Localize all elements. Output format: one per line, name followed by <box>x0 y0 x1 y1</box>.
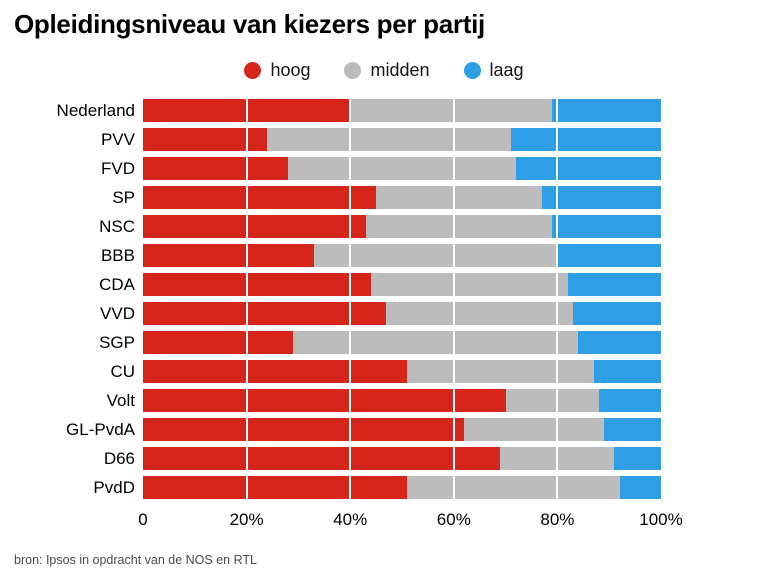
bar-segment-BBB-laag <box>557 244 661 267</box>
bar-segment-Nederland-midden <box>350 99 553 122</box>
legend-label-hoog: hoog <box>270 60 311 80</box>
category-label-Nederland: Nederland <box>56 100 135 120</box>
category-label-PvdD: PvdD <box>93 477 135 497</box>
bar-segment-Nederland-hoog <box>143 99 351 122</box>
bar-segment-PVV-midden <box>267 128 511 151</box>
bar-segment-VVD-midden <box>386 302 573 325</box>
category-label-D66: D66 <box>103 448 135 468</box>
category-label-VVD: VVD <box>100 303 135 323</box>
bar-segment-PvdD-hoog <box>143 476 408 499</box>
bar-segment-Nederland-laag <box>552 99 661 122</box>
category-label-SP: SP <box>112 187 135 207</box>
x-tick-80%: 80% <box>540 510 575 529</box>
category-label-CU: CU <box>110 361 135 381</box>
plot-area: 0 20% 40% 60% 80% 100% <box>138 96 683 529</box>
bar-segment-PvdD-laag <box>619 476 661 499</box>
bar-segment-FVD-hoog <box>143 157 289 180</box>
bar-segment-NSC-laag <box>552 215 661 238</box>
bar-CDA <box>143 270 661 299</box>
category-label-FVD: FVD <box>101 158 135 178</box>
bar-segment-D66-laag <box>614 447 661 470</box>
bar-segment-BBB-midden <box>313 244 558 267</box>
category-label-SGP: SGP <box>99 332 135 352</box>
bar-BBB <box>143 241 661 270</box>
x-tick-20%: 20% <box>229 510 264 529</box>
bar-segment-CU-hoog <box>143 360 408 383</box>
x-tick-60%: 60% <box>436 510 471 529</box>
bar-GL-PvdA <box>143 415 661 444</box>
bar-segment-CDA-hoog <box>143 273 371 296</box>
legend-dot-hoog <box>244 62 262 79</box>
bar-segment-VVD-hoog <box>143 302 387 325</box>
bar-Nederland <box>143 96 661 125</box>
bar-segment-GL-PvdA-laag <box>604 418 661 441</box>
x-axis: 0 20% 40% 60% 80% 100% <box>138 510 682 534</box>
bar-PvdD <box>143 473 661 502</box>
legend-dot-laag <box>463 62 481 79</box>
bar-segment-FVD-midden <box>288 157 516 180</box>
legend-item-midden: midden <box>344 60 430 81</box>
bar-NSC <box>143 212 661 241</box>
bar-segment-VVD-laag <box>572 302 661 325</box>
source-note: bron: Ipsos in opdracht van de NOS en RT… <box>14 553 257 567</box>
legend-label-laag: laag <box>489 60 524 80</box>
category-label-NSC: NSC <box>99 216 135 236</box>
bar-segment-D66-hoog <box>143 447 501 470</box>
bar-segment-NSC-hoog <box>143 215 366 238</box>
bar-segment-GL-PvdA-hoog <box>143 418 465 441</box>
bar-CU <box>143 357 661 386</box>
bar-segment-PVV-laag <box>510 128 661 151</box>
chart-area: Nederland PVV FVD SP NSC BBB CDA VVD SGP CU Volt GL… <box>0 96 768 536</box>
bar-segment-Volt-laag <box>598 389 661 412</box>
legend-label-midden: midden <box>370 60 430 80</box>
bar-segment-SP-hoog <box>143 186 377 209</box>
bar-SGP <box>143 328 661 357</box>
x-tick-100%: 100% <box>639 510 683 529</box>
bar-segment-SGP-hoog <box>143 331 294 354</box>
bar-Volt <box>143 386 661 415</box>
bars-container <box>143 96 661 502</box>
category-label-GL-PvdA: GL-PvdA <box>66 419 135 439</box>
bar-segment-SGP-midden <box>293 331 579 354</box>
legend-item-laag: laag <box>463 60 524 81</box>
chart-title: Opleidingsniveau van kiezers per partij <box>14 9 485 39</box>
x-tick-0: 0 <box>138 510 148 529</box>
category-labels: Nederland PVV FVD SP NSC BBB CDA VVD SGP CU Volt GL… <box>0 96 135 502</box>
x-tick-40%: 40% <box>333 510 368 529</box>
category-label-CDA: CDA <box>99 274 135 294</box>
bar-segment-SP-midden <box>376 186 542 209</box>
bar-segment-PvdD-midden <box>407 476 620 499</box>
bar-segment-FVD-laag <box>515 157 661 180</box>
bar-segment-CDA-laag <box>567 273 661 296</box>
category-label-BBB: BBB <box>100 245 135 265</box>
bar-D66 <box>143 444 661 473</box>
bar-segment-GL-PvdA-midden <box>464 418 605 441</box>
legend-item-hoog: hoog <box>244 60 310 81</box>
bar-segment-CDA-midden <box>370 273 568 296</box>
category-label-PVV: PVV <box>100 129 135 149</box>
legend-dot-midden <box>344 62 362 79</box>
bar-segment-BBB-hoog <box>143 244 314 267</box>
category-label-Volt: Volt <box>106 390 135 410</box>
bar-segment-SGP-laag <box>578 331 661 354</box>
bar-segment-SP-laag <box>541 186 661 209</box>
bar-segment-Volt-hoog <box>143 389 506 412</box>
bar-segment-NSC-midden <box>365 215 553 238</box>
bar-segment-CU-laag <box>593 360 661 383</box>
bar-segment-Volt-midden <box>505 389 599 412</box>
bar-segment-D66-midden <box>500 447 615 470</box>
bar-SP <box>143 183 661 212</box>
legend: hoog midden laag <box>0 60 768 81</box>
bar-PVV <box>143 125 661 154</box>
bar-segment-CU-midden <box>407 360 594 383</box>
bar-segment-PVV-hoog <box>143 128 268 151</box>
bar-FVD <box>143 154 661 183</box>
bar-VVD <box>143 299 661 328</box>
